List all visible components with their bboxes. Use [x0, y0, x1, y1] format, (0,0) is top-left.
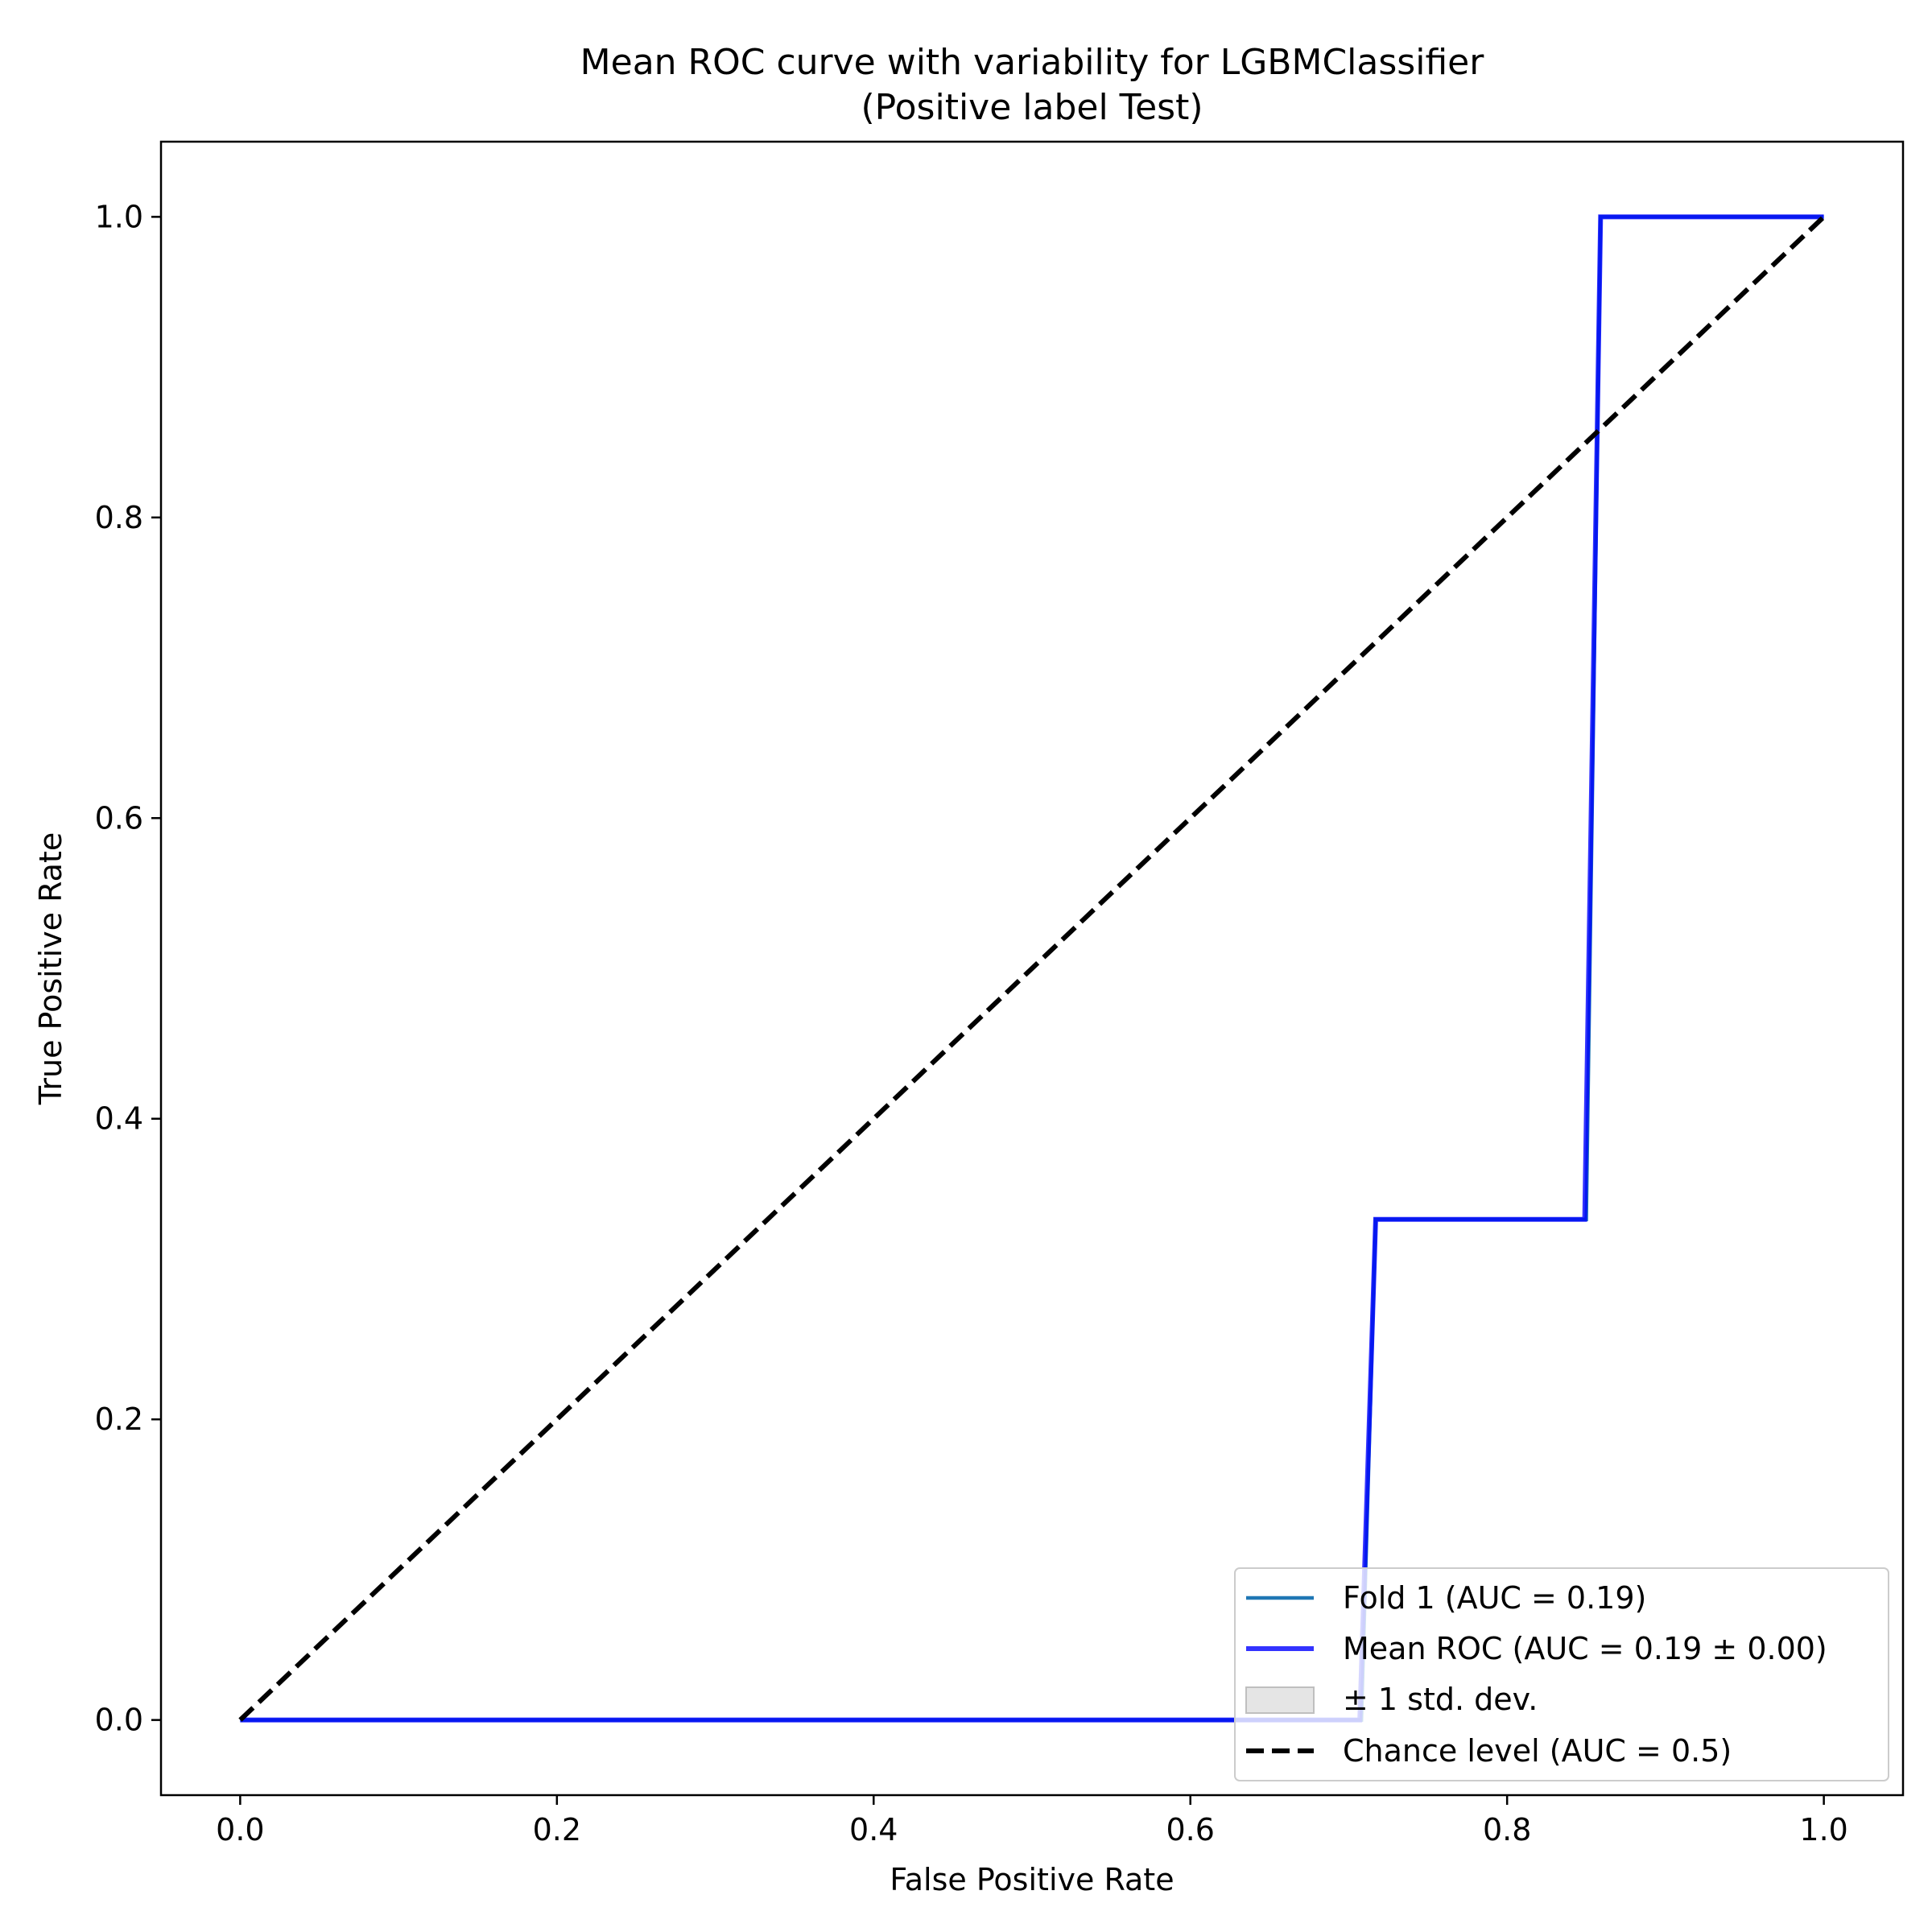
legend: Fold 1 (AUC = 0.19) Mean ROC (AUC = 0.19… [1234, 1567, 1889, 1781]
legend-std-dev-label: ± 1 std. dev. [1343, 1682, 1538, 1717]
axes-frame [159, 140, 1905, 1797]
x-axis-label: False Positive Rate [890, 1862, 1174, 1897]
legend-chance-label: Chance level (AUC = 0.5) [1343, 1733, 1732, 1769]
legend-fold1-label: Fold 1 (AUC = 0.19) [1343, 1580, 1646, 1616]
legend-box [1234, 1567, 1889, 1781]
chart-subtitle: (Positive label Test) [861, 87, 1203, 128]
plot-area [238, 214, 1826, 1723]
y-tick-label: 0.0 [95, 1703, 143, 1738]
x-tick-label: 0.8 [1483, 1812, 1531, 1847]
x-tick-label: 1.0 [1799, 1812, 1847, 1847]
x-tick-label: 0.6 [1166, 1812, 1215, 1847]
y-tick-label: 1.0 [95, 199, 143, 234]
y-tick-label: 0.4 [95, 1101, 143, 1137]
x-tick-label: 0.0 [216, 1812, 264, 1847]
x-tick-label: 0.2 [533, 1812, 581, 1847]
y-axis-label: True Positive Rate [33, 832, 68, 1106]
legend-std-dev-swatch [1245, 1686, 1315, 1714]
y-tick-label: 0.2 [95, 1402, 143, 1437]
chart-title: Mean ROC curve with variability for LGBM… [580, 42, 1485, 83]
series-line-chance-level [238, 215, 1826, 1722]
axis-ticks: 0.0 0.2 0.4 0.6 0.8 1.0 0.0 0.2 0.4 0.6 0.8 1.0 [95, 199, 1848, 1847]
y-tick-label: 0.8 [95, 500, 143, 535]
legend-mean-roc-label: Mean ROC (AUC = 0.19 ± 0.00) [1343, 1631, 1827, 1666]
y-tick-label: 0.6 [95, 800, 143, 836]
series-line-mean-roc [240, 214, 1824, 1723]
x-tick-label: 0.4 [849, 1812, 898, 1847]
